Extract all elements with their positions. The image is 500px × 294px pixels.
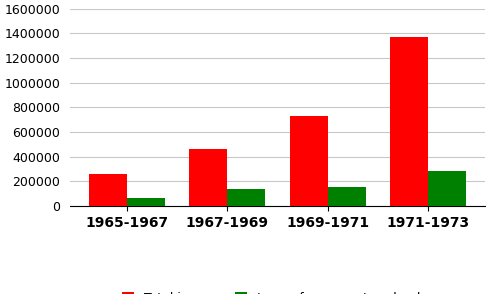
Bar bbox=[127, 198, 165, 206]
Bar bbox=[290, 116, 328, 206]
Bar bbox=[228, 188, 266, 206]
Bar bbox=[189, 148, 228, 206]
Bar bbox=[428, 171, 466, 206]
Bar bbox=[89, 174, 127, 206]
Legend: Total incom, Incom from events calendar: Total incom, Incom from events calendar bbox=[117, 287, 438, 294]
Bar bbox=[390, 36, 428, 206]
Bar bbox=[328, 187, 366, 206]
